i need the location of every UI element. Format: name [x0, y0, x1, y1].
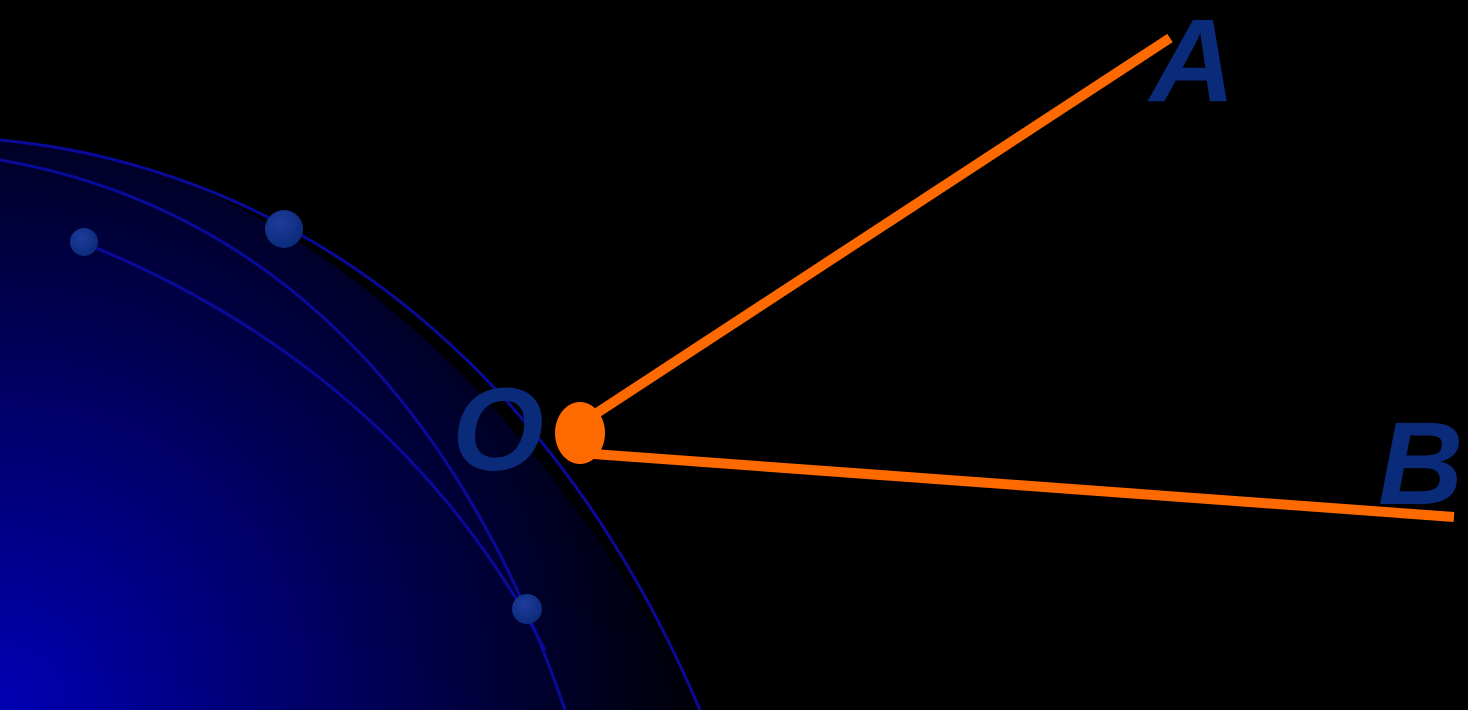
- orbit-line: [83, 241, 547, 651]
- planet-dot: [512, 594, 542, 624]
- point-label-o: O: [452, 364, 544, 496]
- point-label-b: B: [1378, 398, 1464, 530]
- ray-oa: [577, 33, 1173, 429]
- point-label-a: A: [1150, 0, 1236, 127]
- planet-dot: [265, 210, 303, 248]
- planet-dot: [70, 228, 98, 256]
- background-glow: [0, 140, 700, 710]
- ray-ob: [579, 448, 1455, 522]
- vertex-point-o: [555, 402, 605, 464]
- orbit-line: [0, 138, 702, 710]
- orbit-line: [0, 158, 567, 710]
